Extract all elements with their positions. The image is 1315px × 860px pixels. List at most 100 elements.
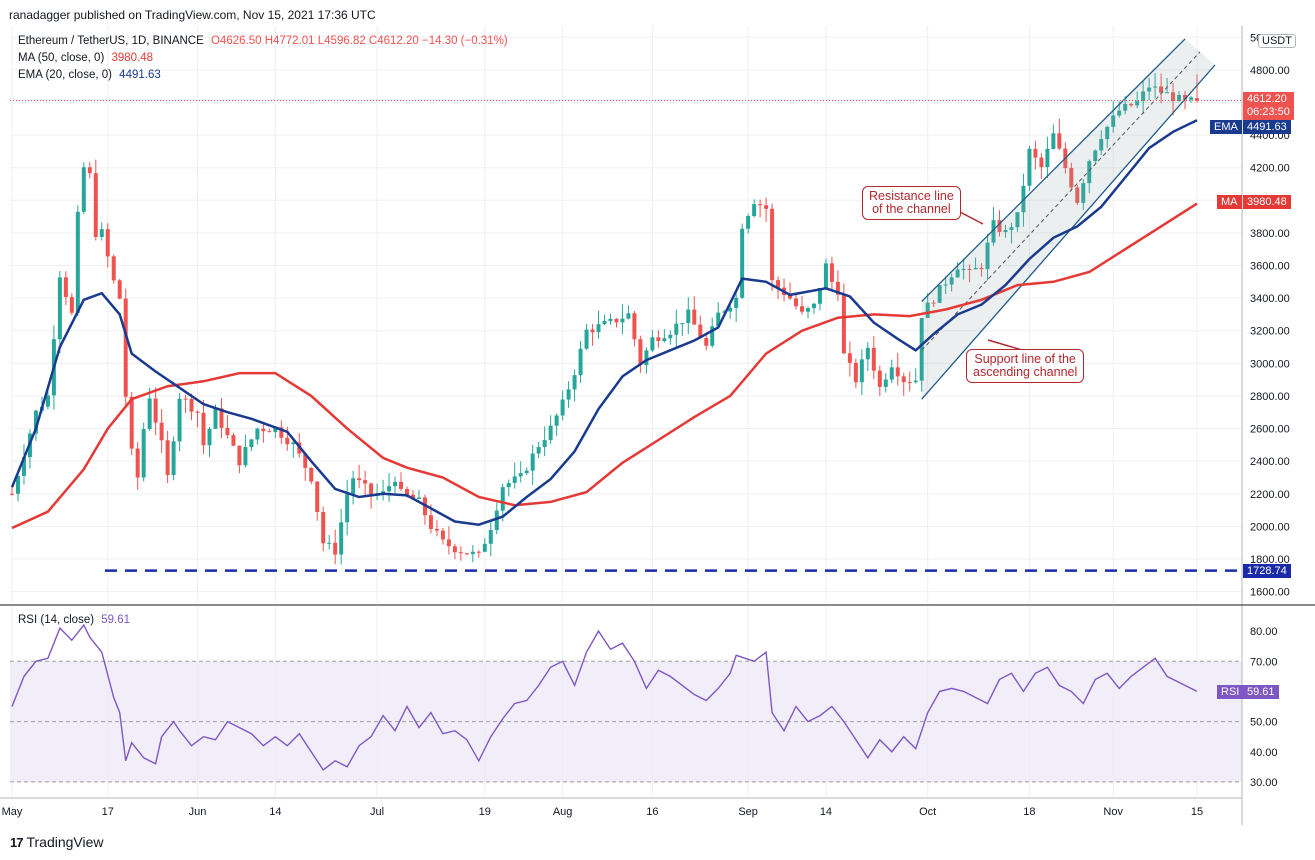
- candle-body: [961, 268, 966, 270]
- candle-body: [590, 329, 595, 333]
- candle-body: [440, 530, 445, 540]
- rsi-band: [10, 660, 1242, 783]
- time-tick-label: May: [2, 806, 23, 818]
- channel-midline: [921, 51, 1201, 351]
- candle-body: [554, 415, 559, 426]
- time-tick-label: 17: [102, 806, 114, 818]
- rsi-legend-label: RSI (14, close): [18, 614, 95, 626]
- candle-body: [321, 511, 326, 544]
- candle-body: [1129, 103, 1134, 106]
- candle-body: [722, 311, 727, 313]
- resistance-annotation-line1: Resistance line: [869, 189, 954, 203]
- support-axis-value: 1728.74: [1243, 564, 1291, 578]
- rsi-tick-label: 30.00: [1250, 777, 1278, 789]
- currency-label[interactable]: USDT: [1258, 34, 1296, 48]
- candle-body: [644, 350, 649, 366]
- resistance-annotation-line2: of the channel: [872, 202, 951, 216]
- candle-body: [889, 367, 894, 380]
- candle-body: [1111, 115, 1116, 127]
- candle-body: [578, 348, 583, 376]
- candle-body: [405, 488, 409, 495]
- candle-body: [428, 515, 433, 529]
- candle-body: [147, 398, 152, 430]
- time-tick-label: Sep: [738, 806, 758, 818]
- candle-body: [752, 204, 757, 217]
- candle-body: [626, 313, 631, 319]
- ema-legend-value: 4491.63: [119, 69, 161, 81]
- candle-body: [195, 411, 200, 413]
- candle-body: [680, 323, 685, 325]
- candle-body: [1195, 98, 1199, 101]
- candle-body: [1027, 148, 1032, 186]
- candle-body: [381, 491, 386, 494]
- price-tick-label: 3800.00: [1250, 228, 1290, 240]
- candle-body: [1123, 103, 1128, 111]
- price-tick-label: 2400.00: [1250, 456, 1290, 468]
- candle-body: [997, 220, 1002, 233]
- candle-body: [177, 398, 182, 442]
- tradingview-logo[interactable]: 17 TradingView: [10, 834, 104, 850]
- candle-body: [704, 338, 709, 346]
- candle-body: [674, 323, 679, 335]
- candle-body: [255, 428, 260, 440]
- candle-body: [638, 339, 643, 366]
- candle-body: [1087, 161, 1092, 184]
- candle-body: [105, 229, 110, 257]
- candle-body: [1009, 227, 1014, 230]
- price-tick-label: 3000.00: [1250, 358, 1290, 370]
- candle-body: [524, 470, 529, 474]
- candle-body: [410, 494, 415, 499]
- candle-body: [327, 542, 332, 544]
- candle-body: [482, 543, 487, 552]
- time-tick-label: Aug: [553, 806, 573, 818]
- candle-body: [1075, 187, 1080, 203]
- candle-body: [788, 295, 793, 299]
- candle-body: [602, 321, 607, 325]
- indicator-lines: [10, 38, 1242, 771]
- candle-body: [99, 229, 104, 238]
- candle-body: [225, 427, 230, 436]
- candle-body: [895, 367, 900, 377]
- candle-body: [740, 228, 745, 298]
- candle-body: [1183, 95, 1188, 100]
- candle-body: [620, 318, 625, 323]
- candle-body: [877, 370, 882, 387]
- candle-body: [183, 398, 188, 400]
- candle-body: [907, 382, 912, 384]
- candle-body: [1153, 86, 1158, 88]
- last-price-tag: 4612.20 06:23:50: [1243, 92, 1294, 120]
- time-tick-label: 15: [1191, 806, 1203, 818]
- candle-countdown: 06:23:50: [1247, 106, 1290, 118]
- candle-body: [776, 280, 781, 288]
- candle-body: [632, 313, 637, 340]
- candle-body: [399, 481, 404, 489]
- candle-body: [452, 546, 457, 553]
- ma-legend[interactable]: MA (50, close, 0) 3980.48: [18, 52, 153, 64]
- candle-body: [243, 447, 248, 466]
- time-tick-label: 18: [1023, 806, 1035, 818]
- candle-body: [560, 399, 565, 416]
- candle-body: [267, 431, 272, 433]
- candle-body: [686, 309, 691, 324]
- time-tick-label: 19: [479, 806, 491, 818]
- rsi-legend[interactable]: RSI (14, close) 59.61: [18, 614, 130, 626]
- candle-body: [1105, 126, 1110, 140]
- candle-body: [189, 399, 194, 412]
- candle-body: [416, 497, 421, 499]
- candle-body: [608, 318, 613, 322]
- candle-body: [135, 448, 140, 478]
- ema-legend[interactable]: EMA (20, close, 0) 4491.63: [18, 69, 161, 81]
- price-tick-label: 3400.00: [1250, 293, 1290, 305]
- candle-body: [572, 375, 577, 390]
- time-tick-label: Jun: [189, 806, 207, 818]
- ma-legend-label: MA (50, close, 0): [18, 52, 105, 64]
- candle-body: [865, 347, 870, 360]
- symbol-legend[interactable]: Ethereum / TetherUS, 1D, BINANCE O4626.5…: [18, 35, 508, 47]
- candle-body: [393, 481, 398, 487]
- candle-body: [794, 298, 799, 307]
- candle-body: [823, 263, 828, 289]
- channel-fill: [921, 38, 1215, 400]
- candle-body: [506, 482, 511, 488]
- rsi-axis-label: RSI: [1217, 685, 1244, 699]
